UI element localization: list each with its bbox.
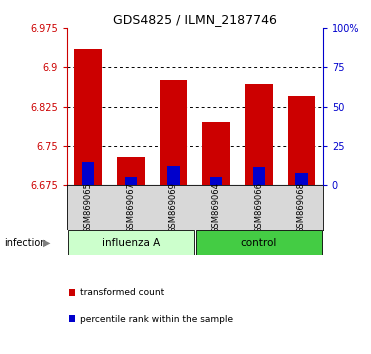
Bar bbox=[245, 84, 273, 185]
Title: GDS4825 / ILMN_2187746: GDS4825 / ILMN_2187746 bbox=[113, 13, 277, 26]
Text: influenza A: influenza A bbox=[102, 238, 160, 247]
Text: infection: infection bbox=[4, 238, 46, 247]
Text: GSM869069: GSM869069 bbox=[169, 182, 178, 233]
Text: transformed count: transformed count bbox=[80, 289, 164, 297]
Bar bbox=[196, 230, 322, 255]
Bar bbox=[210, 177, 222, 185]
Bar bbox=[295, 173, 308, 185]
Text: GSM869064: GSM869064 bbox=[211, 182, 221, 233]
Bar bbox=[117, 157, 145, 185]
Bar bbox=[253, 167, 265, 185]
Bar bbox=[82, 162, 94, 185]
Bar bbox=[74, 49, 102, 185]
Bar bbox=[68, 230, 194, 255]
Bar bbox=[125, 177, 137, 185]
Text: control: control bbox=[240, 238, 277, 247]
Text: GSM869068: GSM869068 bbox=[297, 182, 306, 233]
Text: ▶: ▶ bbox=[43, 238, 50, 247]
Bar bbox=[160, 80, 187, 185]
Bar bbox=[288, 96, 315, 185]
Text: GSM869066: GSM869066 bbox=[254, 182, 263, 233]
Bar bbox=[167, 166, 180, 185]
Text: percentile rank within the sample: percentile rank within the sample bbox=[80, 315, 233, 324]
Bar bbox=[202, 122, 230, 185]
Text: GSM869065: GSM869065 bbox=[83, 182, 93, 233]
Text: GSM869067: GSM869067 bbox=[126, 182, 135, 233]
